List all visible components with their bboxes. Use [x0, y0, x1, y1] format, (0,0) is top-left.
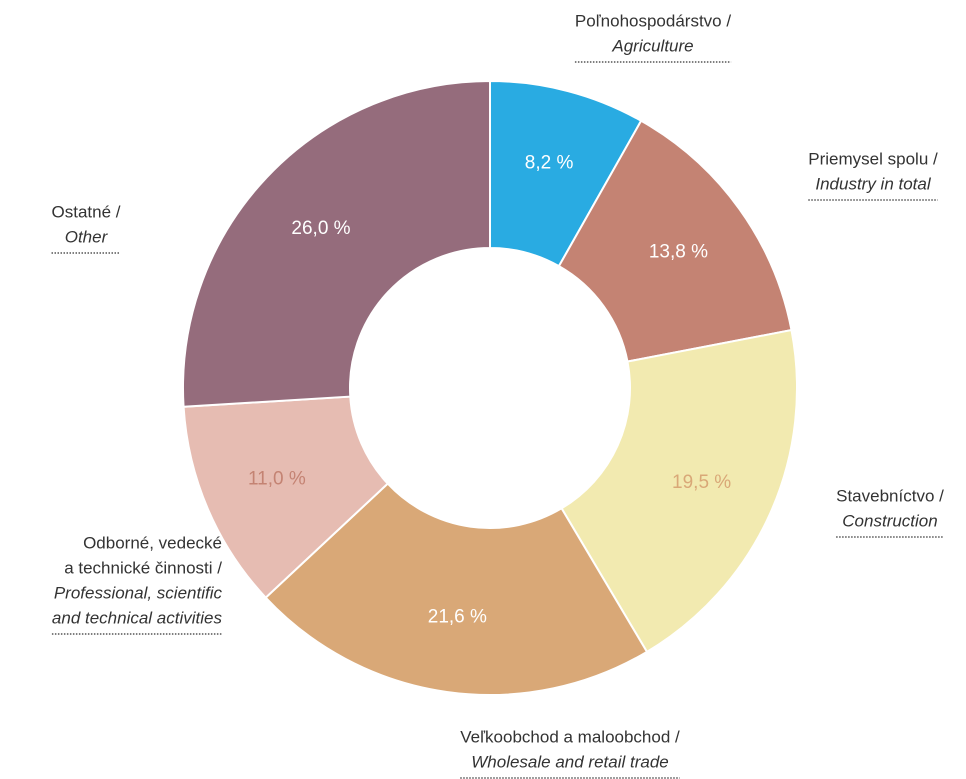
category-label-en: Wholesale and retail trade [471, 752, 669, 771]
category-label: Odborné, vedecké a technické činnosti / Pr… [51, 533, 223, 635]
category-label-en: Other [65, 227, 109, 246]
category-label: Stavebníctvo / Construction [836, 486, 944, 538]
value-label: 26,0 % [291, 218, 350, 239]
donut-slice [557, 119, 793, 363]
value-label: 11,0 % [248, 469, 306, 490]
category-label-sk: Poľnohospodárstvo / [575, 11, 731, 30]
category-label-sk: Ostatné / [52, 202, 121, 221]
category-label-sk: Veľkoobchod a maloobchod / [460, 727, 680, 746]
category-label: Veľkoobchod a maloobchod / Wholesale and … [460, 727, 680, 779]
donut-slice [182, 79, 491, 408]
value-label: 13,8 % [649, 242, 708, 263]
value-label: 8,2 % [525, 153, 574, 174]
value-label: 19,5 % [672, 472, 731, 493]
category-label: Ostatné / Other [51, 202, 121, 254]
category-label-sk: Odborné, vedecké [83, 533, 222, 552]
category-label: Poľnohospodárstvo / Agriculture [574, 11, 731, 63]
category-label-en: Construction [842, 511, 937, 530]
category-label-en: Agriculture [611, 36, 693, 55]
category-label-sk: a technické činnosti / [64, 558, 222, 577]
category-label-sk: Priemysel spolu / [808, 149, 938, 168]
category-label-en: and technical activities [52, 608, 223, 627]
donut-slice [182, 395, 390, 600]
donut-slice [560, 328, 798, 654]
category-label-en: Professional, scientific [54, 583, 223, 602]
category-label-sk: Stavebníctvo / [836, 486, 944, 505]
donut-slice [264, 482, 649, 696]
category-label-en: Industry in total [815, 174, 932, 193]
value-label: 21,6 % [428, 607, 487, 628]
category-label: Priemysel spolu / Industry in total [808, 149, 938, 201]
